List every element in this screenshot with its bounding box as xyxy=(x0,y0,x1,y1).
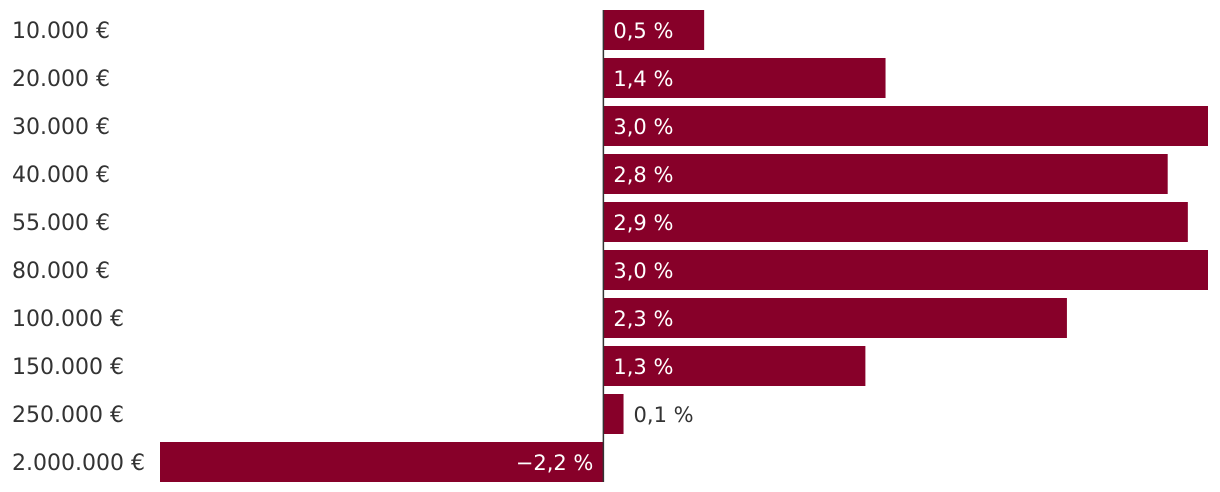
bar xyxy=(603,106,1208,146)
bars-group: 0,5 % 1,4 % 3,0 % 2,8 % 2,9 % 3,0 % 2,3 % 1,3 %… xyxy=(160,10,1208,482)
data-label: 3,0 % xyxy=(613,259,673,283)
bar xyxy=(603,202,1188,242)
bar xyxy=(603,154,1168,194)
category-label: 30.000 € xyxy=(12,115,110,140)
data-label: 0,1 % xyxy=(634,403,694,427)
category-label: 20.000 € xyxy=(12,67,110,92)
data-label: −2,2 % xyxy=(516,451,594,475)
bar xyxy=(160,442,604,482)
data-label: 2,9 % xyxy=(613,211,673,235)
bar xyxy=(603,10,705,50)
category-label: 100.000 € xyxy=(12,307,124,332)
data-label: 1,4 % xyxy=(613,67,673,91)
data-label: 2,8 % xyxy=(613,163,673,187)
category-label: 40.000 € xyxy=(12,163,110,188)
category-labels-group: 10.000 € 20.000 € 30.000 € 40.000 € 55.000 €… xyxy=(12,19,145,476)
bar xyxy=(603,58,886,98)
data-label: 0,5 % xyxy=(613,19,673,43)
category-label: 80.000 € xyxy=(12,259,110,284)
data-label: 1,3 % xyxy=(613,355,673,379)
data-label: 3,0 % xyxy=(613,115,673,139)
category-label: 10.000 € xyxy=(12,19,110,44)
category-label: 250.000 € xyxy=(12,403,124,428)
category-label: 2.000.000 € xyxy=(12,451,145,476)
bar xyxy=(603,394,624,434)
category-label: 55.000 € xyxy=(12,211,110,236)
bar xyxy=(603,250,1208,290)
data-label: 2,3 % xyxy=(613,307,673,331)
bar xyxy=(603,298,1067,338)
bar xyxy=(603,346,866,386)
category-label: 150.000 € xyxy=(12,355,124,380)
